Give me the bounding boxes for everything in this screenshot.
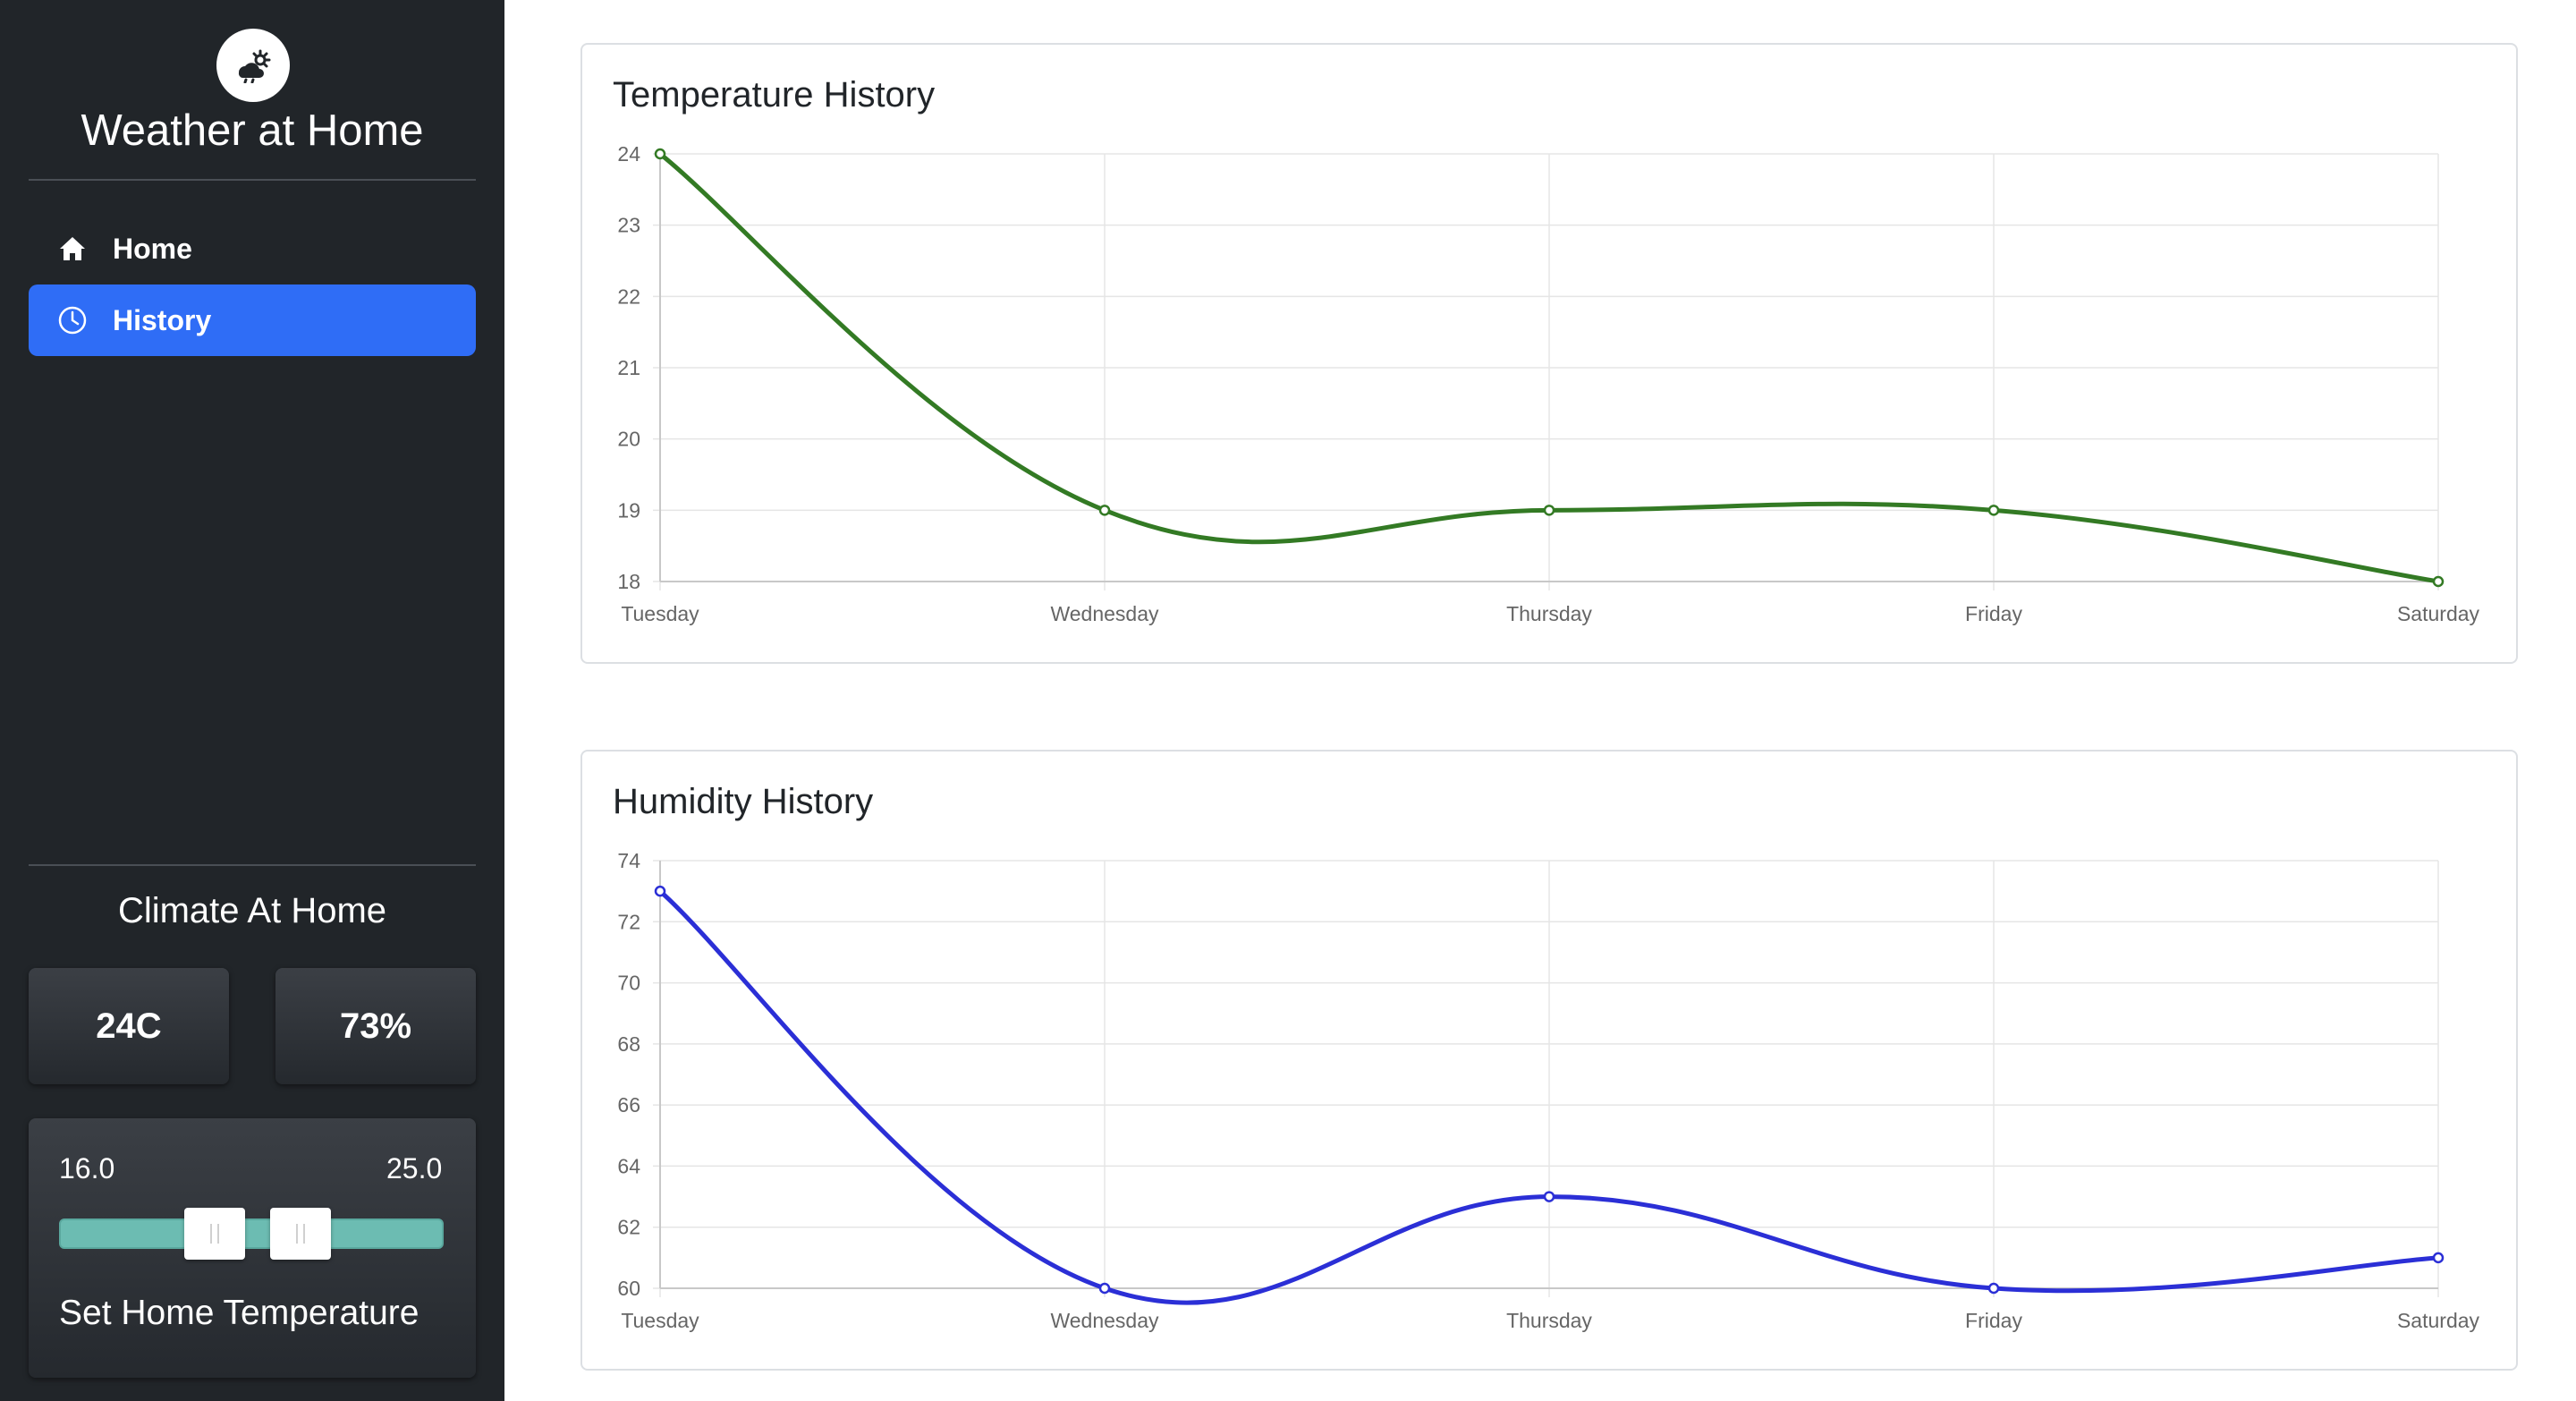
x-tick-label: Wednesday xyxy=(1050,1309,1159,1332)
set-home-temperature-label: Set Home Temperature xyxy=(59,1294,419,1332)
humidity-history-card: Humidity History 60 62 64 66 68 70 72 74 Tuesday… xyxy=(580,750,2518,1371)
temperature-history-card: Temperature History 18 19 20 21 22 23 24 Tuesda… xyxy=(580,43,2518,664)
sidebar-item-label: History xyxy=(113,303,212,336)
temperature-range-slider[interactable] xyxy=(59,1218,444,1249)
x-tick-label: Tuesday xyxy=(621,1309,699,1332)
x-tick-label: Saturday xyxy=(2397,1309,2480,1332)
y-tick-label: 20 xyxy=(617,428,640,451)
data-point[interactable] xyxy=(1987,505,2000,516)
sidebar: Weather at Home Home History Climate At … xyxy=(0,0,504,1401)
y-tick-label: 74 xyxy=(617,849,640,872)
slider-handle-max[interactable] xyxy=(270,1208,331,1260)
data-point[interactable] xyxy=(2432,1252,2445,1264)
sidebar-divider xyxy=(29,864,476,866)
y-tick-label: 70 xyxy=(617,972,640,995)
x-tick-label: Wednesday xyxy=(1050,602,1159,625)
range-max-value: 25.0 xyxy=(386,1152,443,1184)
temperature-history-chart: 18 19 20 21 22 23 24 Tuesday Wednesday Thursday Fr… xyxy=(617,142,2480,625)
y-tick-label: 24 xyxy=(617,142,640,166)
data-point[interactable] xyxy=(654,885,666,897)
current-humidity: 73% xyxy=(275,968,476,1084)
app-title: Weather at Home xyxy=(80,106,424,155)
y-tick-label: 62 xyxy=(617,1216,640,1239)
x-tick-label: Saturday xyxy=(2397,602,2480,625)
sidebar-divider xyxy=(29,179,476,181)
slider-handle-min[interactable] xyxy=(184,1208,245,1260)
y-tick-label: 18 xyxy=(617,570,640,593)
data-point[interactable] xyxy=(1098,1282,1111,1295)
clock-icon xyxy=(57,305,88,335)
card-title: Humidity History xyxy=(613,782,874,821)
weather-sun-cloud-icon xyxy=(238,49,271,83)
data-point[interactable] xyxy=(1543,505,1555,516)
y-tick-label: 64 xyxy=(617,1154,640,1177)
data-point[interactable] xyxy=(2432,575,2445,588)
sidebar-item-history[interactable]: History xyxy=(29,284,476,356)
x-tick-label: Tuesday xyxy=(621,602,699,625)
sidebar-item-label: Home xyxy=(113,232,192,265)
y-tick-label: 21 xyxy=(617,356,640,379)
data-point[interactable] xyxy=(1098,505,1111,516)
logo xyxy=(216,29,290,102)
y-tick-label: 66 xyxy=(617,1093,640,1117)
grip-icon xyxy=(210,1224,219,1244)
y-tick-label: 60 xyxy=(617,1277,640,1300)
x-tick-label: Friday xyxy=(1965,1309,2022,1332)
sidebar-item-home[interactable]: Home xyxy=(29,213,476,284)
x-tick-label: Thursday xyxy=(1506,1309,1592,1332)
series-line xyxy=(658,889,2439,1305)
range-min-value: 16.0 xyxy=(59,1152,115,1184)
data-point[interactable] xyxy=(1543,1191,1555,1202)
data-point[interactable] xyxy=(1987,1282,2000,1295)
x-tick-label: Friday xyxy=(1965,602,2022,625)
y-tick-label: 22 xyxy=(617,284,640,308)
current-temperature: 24C xyxy=(29,968,229,1084)
x-tick-label: Thursday xyxy=(1506,602,1592,625)
data-point[interactable] xyxy=(654,148,666,160)
card-title: Temperature History xyxy=(613,75,936,115)
y-tick-label: 68 xyxy=(617,1032,640,1056)
climate-title: Climate At Home xyxy=(117,891,387,930)
y-tick-label: 23 xyxy=(617,214,640,237)
y-tick-label: 72 xyxy=(617,910,640,933)
series-line xyxy=(658,152,2439,584)
humidity-history-chart: 60 62 64 66 68 70 72 74 Tuesday Wednesday Thursday… xyxy=(617,849,2480,1332)
grip-icon xyxy=(296,1224,305,1244)
home-icon xyxy=(57,234,88,264)
y-tick-label: 19 xyxy=(617,498,640,522)
